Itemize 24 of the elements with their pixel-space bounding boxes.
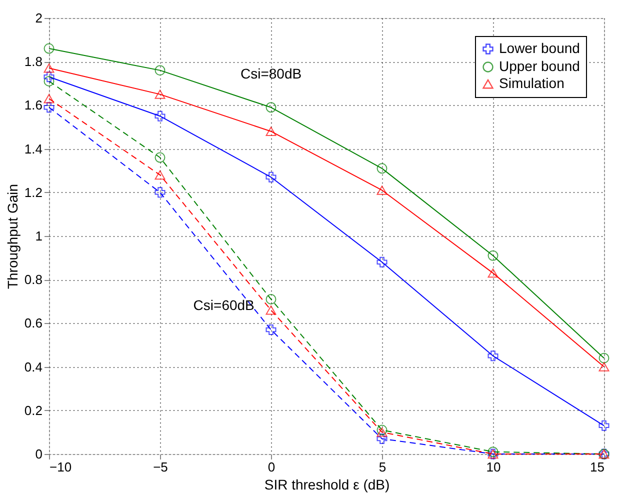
y-tick-label: 1.4 [24, 141, 42, 156]
y-tick-label: 0.2 [24, 402, 42, 418]
y-axis-title: Throughput Gain [4, 184, 20, 290]
y-tick-label: 1 [35, 228, 42, 244]
x-tick-label: 0 [268, 460, 276, 474]
y-tick-label: 1.2 [24, 184, 42, 200]
x-tick-label: −5 [153, 460, 168, 474]
x-axis-title: SIR threshold ε (dB) [264, 476, 390, 492]
legend-label: Simulation [499, 75, 564, 91]
y-tick-label: 2 [35, 10, 42, 26]
y-tick-label: 1.6 [24, 98, 42, 113]
x-tick-label: 15 [590, 460, 604, 474]
y-tick-label: 0.6 [24, 316, 42, 331]
y-tick-label: 0 [35, 446, 42, 462]
y-tick-label: 1.8 [24, 54, 42, 70]
x-tick-label: 10 [486, 460, 501, 474]
annotation: Csi=60dB [193, 296, 254, 313]
annotation: Csi=80dB [240, 66, 302, 82]
x-tick-label: 5 [378, 460, 386, 474]
x-tick-label: −10 [50, 460, 72, 474]
y-tick-label: 0.8 [24, 272, 42, 288]
legend-label: Upper bound [499, 58, 580, 74]
y-tick-label: 0.4 [24, 359, 42, 374]
legend-label: Lower bound [499, 40, 580, 56]
